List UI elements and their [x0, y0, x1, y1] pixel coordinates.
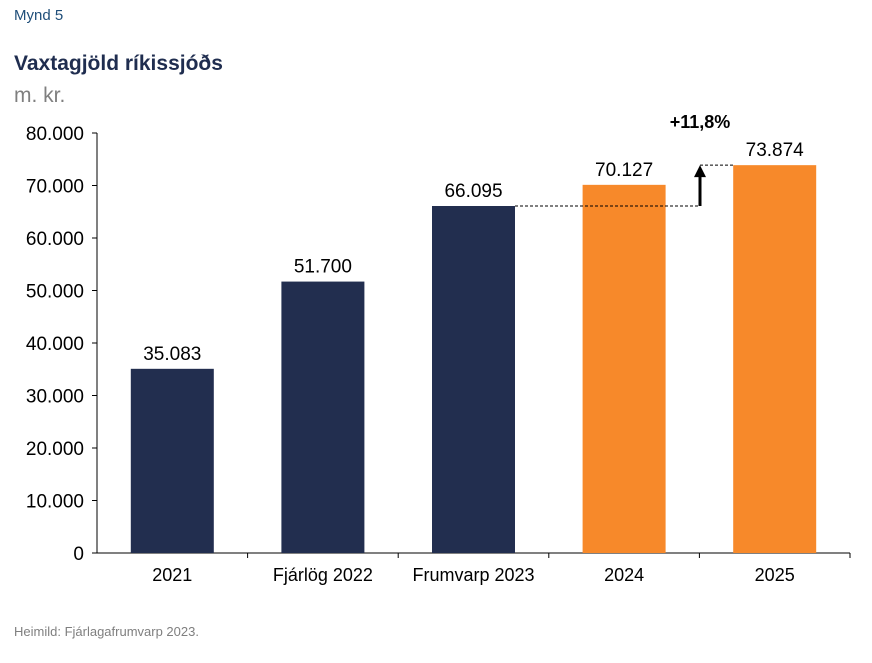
y-tick-label: 30.000 — [26, 387, 84, 408]
y-tick-label: 70.000 — [26, 177, 84, 198]
y-tick-label: 10.000 — [26, 492, 84, 513]
y-tick-label: 0 — [73, 544, 84, 565]
y-axis-unit: m. kr. — [14, 84, 66, 107]
data-label: 35.083 — [143, 344, 201, 365]
figure-label: Mynd 5 — [14, 7, 64, 24]
bar-frumvarp-2023 — [432, 206, 515, 553]
y-tick-label: 50.000 — [26, 282, 84, 303]
data-label: 73.874 — [746, 140, 805, 161]
y-tick-label: 40.000 — [26, 334, 84, 355]
bar-2024 — [582, 184, 666, 553]
data-label: 51.700 — [294, 257, 352, 278]
x-tick-label: Fjárlög 2022 — [273, 565, 373, 585]
data-label: 66.095 — [444, 181, 502, 202]
chart-title: Vaxtagjöld ríkissjóðs — [14, 52, 223, 75]
x-tick-label: 2025 — [755, 565, 795, 585]
bar-fjárlög-2022 — [281, 281, 365, 553]
y-tick-label: 60.000 — [26, 229, 84, 250]
growth-annotation: +11,8% — [670, 112, 731, 132]
increase-arrow-icon — [694, 165, 706, 178]
bar-2025 — [733, 165, 817, 553]
y-tick-label: 20.000 — [26, 439, 84, 460]
data-label: 70.127 — [595, 160, 653, 181]
x-tick-label: 2021 — [152, 565, 192, 585]
y-tick-label: 80.000 — [26, 124, 84, 145]
x-tick-label: 2024 — [604, 565, 644, 585]
x-tick-label: Frumvarp 2023 — [412, 565, 534, 585]
source-note: Heimild: Fjárlagafrumvarp 2023. — [14, 624, 199, 639]
bar-2021 — [130, 368, 214, 553]
